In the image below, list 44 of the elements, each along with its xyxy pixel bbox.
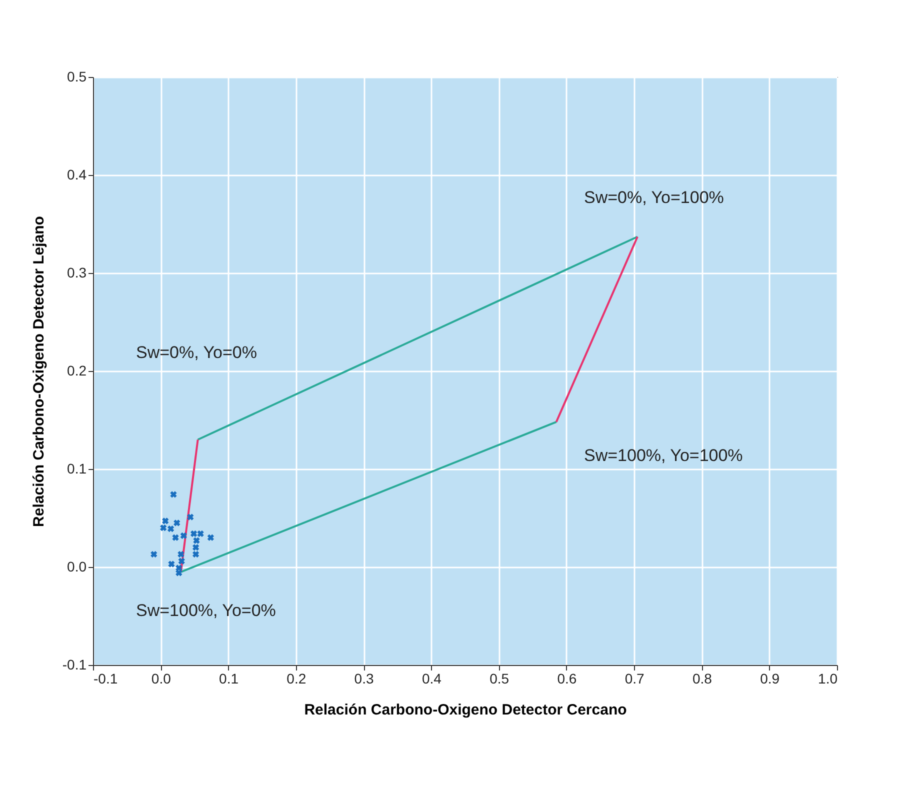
x-tick-label: 0.8 — [692, 670, 712, 686]
x-tick-label: 0.4 — [422, 670, 442, 686]
point — [192, 544, 200, 551]
point — [192, 550, 200, 558]
y-tick-label: 0.1 — [67, 460, 87, 476]
point — [190, 530, 198, 537]
point — [207, 534, 214, 541]
x-tick-label: 0.7 — [624, 670, 645, 686]
y-tick-label: 0.4 — [67, 166, 87, 182]
x-tick-label: 0.3 — [354, 670, 374, 686]
point — [162, 518, 169, 524]
y-tick-label: 0.2 — [67, 362, 87, 378]
point — [172, 534, 179, 541]
point — [180, 532, 187, 539]
y-tick-label: -0.1 — [62, 656, 87, 672]
x-tick-label: 0.6 — [557, 670, 577, 686]
y-axis-title: Relación Carbono-Oxigeno Detector Lejano — [30, 216, 48, 527]
point — [176, 570, 182, 576]
annotation: Sw=0%, Yo=100% — [584, 188, 724, 207]
y-tick-label: 0.5 — [67, 68, 87, 84]
point — [178, 558, 185, 564]
x-tick-label: 0.2 — [286, 670, 306, 686]
x-axis-title: Relación Carbono-Oxigeno Detector Cercano — [304, 702, 627, 718]
x-tick-label: 1.0 — [818, 670, 838, 686]
annotation: Sw=100%, Yo=100% — [584, 446, 743, 465]
x-tick-label: -0.1 — [94, 670, 118, 686]
x-tick-label: 0.9 — [760, 670, 780, 686]
point — [174, 520, 180, 526]
x-tick-label: 0.0 — [151, 670, 172, 686]
point — [193, 537, 200, 544]
point — [178, 550, 184, 558]
point — [170, 491, 177, 498]
annotation: Sw=0%, Yo=0% — [136, 343, 257, 362]
point — [160, 524, 167, 532]
x-tick-label: 0.5 — [490, 670, 510, 686]
point — [167, 525, 174, 532]
y-tick-label: 0.3 — [67, 264, 87, 280]
annotation: Sw=100%, Yo=0% — [136, 601, 276, 620]
point — [187, 514, 194, 520]
x-tick-label: 0.1 — [219, 670, 239, 686]
point — [197, 530, 204, 537]
y-tick-label: 0.0 — [67, 558, 87, 574]
point — [150, 550, 158, 558]
point — [168, 560, 175, 568]
